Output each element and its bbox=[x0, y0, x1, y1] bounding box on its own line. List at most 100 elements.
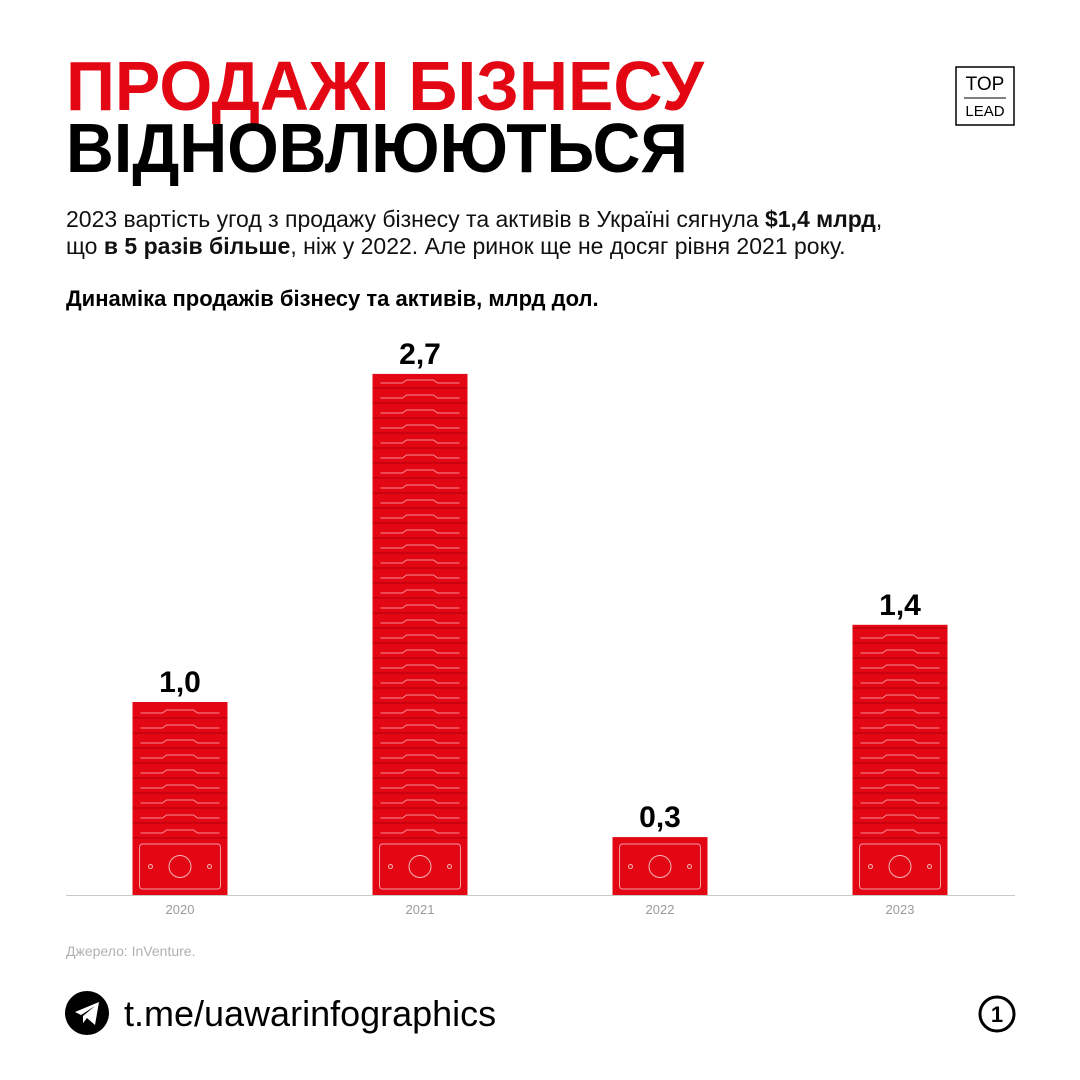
bill-stripe bbox=[860, 619, 940, 624]
bill-stripe bbox=[140, 739, 220, 744]
text-run: , ніж у 2022. Але ринок ще не досяг рівн… bbox=[290, 233, 845, 259]
bill-stripe bbox=[380, 604, 460, 609]
bill-stripe bbox=[380, 574, 460, 579]
description: що в 5 разів більше, ніж у 2022. Але рин… bbox=[66, 233, 845, 259]
bill-stripe bbox=[380, 754, 460, 759]
bill-stripe bbox=[140, 814, 220, 819]
x-tick-label: 2021 bbox=[406, 902, 435, 917]
bill-dot bbox=[687, 864, 692, 869]
bill-dot bbox=[927, 864, 932, 869]
bill-stripe bbox=[380, 649, 460, 654]
bill-stripe bbox=[380, 739, 460, 744]
bill-stripe bbox=[860, 649, 940, 654]
icon-plane bbox=[75, 1002, 99, 1025]
title-line-2: ВІДНОВЛЮЮТЬСЯ bbox=[66, 109, 688, 187]
bill-stripe bbox=[140, 709, 220, 714]
x-tick-label: 2020 bbox=[166, 902, 195, 917]
chart-title: Динаміка продажів бізнесу та активів, мл… bbox=[66, 286, 599, 311]
bill-stripe bbox=[860, 709, 940, 714]
bill-stripe bbox=[380, 679, 460, 684]
bill-dot bbox=[148, 864, 153, 869]
bar-group bbox=[852, 619, 948, 895]
bill-stripe bbox=[380, 514, 460, 519]
bill-stripe bbox=[380, 529, 460, 534]
bill-outline bbox=[859, 843, 941, 890]
bill-outline bbox=[379, 843, 461, 890]
value-label: 1,4 bbox=[879, 589, 921, 622]
bill-stripe bbox=[380, 484, 460, 489]
bill-stripe bbox=[380, 589, 460, 594]
bill-stripe bbox=[380, 544, 460, 549]
description: 2023 вартість угод з продажу бізнесу та … bbox=[66, 206, 882, 232]
bill-stripe bbox=[380, 634, 460, 639]
bill-stripe bbox=[380, 664, 460, 669]
bill-stripe bbox=[380, 799, 460, 804]
bill-stripe bbox=[860, 829, 940, 834]
bar bbox=[132, 702, 228, 895]
bill-stripe bbox=[140, 754, 220, 759]
bill-dot bbox=[207, 864, 212, 869]
bill-stripe bbox=[860, 724, 940, 729]
bill-dot bbox=[447, 864, 452, 869]
x-tick-label: 2023 bbox=[886, 902, 915, 917]
bar-group bbox=[612, 837, 708, 895]
bill-stripe bbox=[380, 709, 460, 714]
value-label: 2,7 bbox=[399, 338, 441, 371]
source: Джерело: InVenture. bbox=[66, 943, 195, 959]
bill-stripe bbox=[380, 409, 460, 414]
bill-stripe bbox=[380, 694, 460, 699]
telegram-icon bbox=[65, 991, 109, 1035]
bill-coin bbox=[408, 855, 432, 878]
bill-stripe bbox=[860, 814, 940, 819]
bar-group bbox=[372, 373, 468, 895]
bill-stripe bbox=[380, 424, 460, 429]
bill-stripe bbox=[380, 499, 460, 504]
bar bbox=[612, 837, 708, 895]
bill-stripe bbox=[860, 634, 940, 639]
bill-outline bbox=[139, 843, 221, 890]
text-run: , bbox=[876, 206, 882, 232]
bill-stripe bbox=[380, 769, 460, 774]
bill-stripe bbox=[860, 679, 940, 684]
bill-stripe bbox=[380, 559, 460, 564]
bill-stripe bbox=[140, 769, 220, 774]
footer-link[interactable]: t.me/uawarinfographics bbox=[124, 993, 496, 1034]
bar bbox=[852, 624, 948, 895]
text-run: що bbox=[66, 233, 104, 259]
bill-stripe bbox=[380, 724, 460, 729]
bill-stripe bbox=[380, 454, 460, 459]
logo-text: TOP bbox=[966, 74, 1005, 95]
text-run: в 5 разів більше bbox=[104, 233, 291, 259]
logo-text: LEAD bbox=[965, 103, 1004, 120]
bar bbox=[372, 373, 468, 895]
bill-stripe bbox=[140, 724, 220, 729]
bill-stripe bbox=[860, 784, 940, 789]
bill-stripe bbox=[380, 784, 460, 789]
value-label: 0,3 bbox=[639, 801, 681, 834]
page-badge bbox=[978, 995, 1016, 1033]
bill-stripe bbox=[860, 754, 940, 759]
x-tick-label: 2022 bbox=[646, 902, 675, 917]
bill-stripe bbox=[380, 469, 460, 474]
bill-stripe bbox=[380, 814, 460, 819]
bill-stripe bbox=[860, 694, 940, 699]
bill-stripe bbox=[140, 829, 220, 834]
bill-stripe bbox=[380, 619, 460, 624]
bill-stripe bbox=[860, 769, 940, 774]
logo: TOP LEAD bbox=[955, 66, 1015, 126]
bill-coin bbox=[168, 855, 192, 878]
title-line-1: ПРОДАЖІ БІЗНЕСУ bbox=[66, 47, 705, 125]
bill-stripe bbox=[380, 394, 460, 399]
bill-stripe bbox=[380, 379, 460, 384]
bill-stripe bbox=[380, 829, 460, 834]
bar-group bbox=[132, 702, 228, 895]
bill-stripe bbox=[860, 664, 940, 669]
bill-coin bbox=[648, 855, 672, 878]
value-label: 1,0 bbox=[159, 666, 201, 699]
logo-frame bbox=[955, 66, 1015, 126]
bill-stripe bbox=[380, 439, 460, 444]
bill-stripe bbox=[140, 784, 220, 789]
bill-dot bbox=[388, 864, 393, 869]
